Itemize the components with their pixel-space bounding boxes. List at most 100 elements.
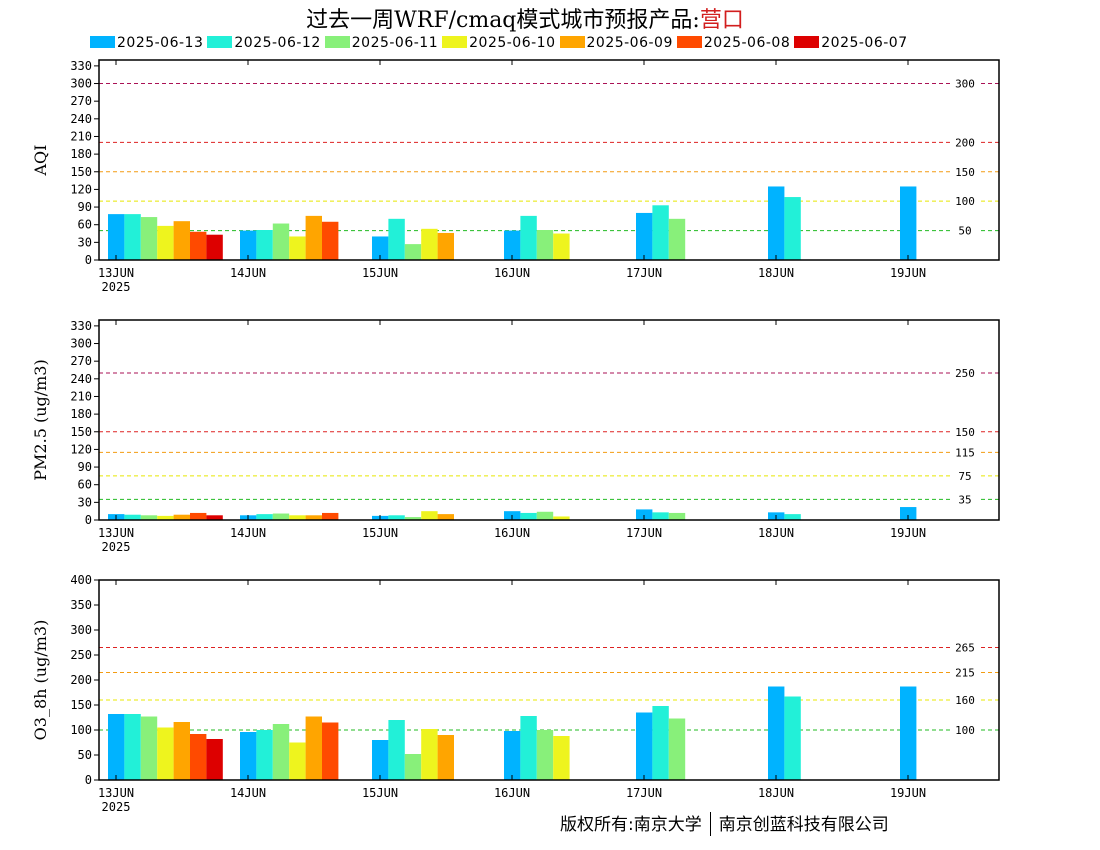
y-tick-label: 270 [70, 354, 92, 368]
y-tick-label: 300 [70, 77, 92, 91]
threshold-label-bg [951, 195, 981, 208]
bar [768, 186, 785, 260]
y-tick-label: 120 [70, 182, 92, 196]
bar [784, 514, 801, 520]
y-tick-label: 120 [70, 442, 92, 456]
legend-swatch [324, 36, 350, 48]
copyright-right: 南京创蓝科技有限公司 [718, 815, 889, 835]
legend-swatch [90, 36, 115, 48]
legend-swatch [559, 36, 585, 48]
bar [272, 513, 290, 520]
bar [768, 686, 785, 780]
legend-label: 2025-06-10 [469, 35, 556, 51]
y-axis-label: O3_8h (ug/m3) [31, 620, 50, 741]
x-tick-label: 19JUN [890, 786, 926, 800]
y-tick-label: 300 [70, 623, 92, 637]
bar [190, 231, 207, 260]
bar [157, 515, 174, 520]
y-tick-label: 210 [70, 389, 92, 403]
bar [256, 514, 273, 520]
bar [140, 217, 158, 260]
y-tick-label: 330 [70, 319, 92, 333]
x-tick-label: 18JUN [758, 266, 794, 280]
threshold-label: 100 [955, 195, 975, 208]
threshold-label: 300 [955, 78, 975, 91]
bar [206, 234, 223, 260]
y-tick-label: 210 [70, 129, 92, 143]
bar [553, 736, 570, 780]
bar [190, 734, 207, 780]
legend-item: 2025-06-11 [324, 35, 439, 51]
x-tick-label: 17JUN [626, 526, 662, 540]
legend-swatch [207, 36, 233, 48]
y-axis-label: PM2.5 (ug/m3) [31, 359, 50, 480]
threshold-label-bg [951, 77, 981, 90]
bar [668, 218, 686, 260]
bar [305, 515, 322, 520]
threshold-label: 250 [955, 367, 975, 380]
legend-label: 2025-06-11 [351, 35, 439, 51]
bar [388, 515, 405, 520]
y-tick-label: 270 [70, 94, 92, 108]
title-text: 过去一周WRF/cmaq模式城市预报产品: [306, 8, 700, 33]
bar [504, 731, 521, 780]
threshold-label-bg [951, 724, 981, 736]
y-tick-label: 200 [70, 673, 92, 687]
bar [372, 740, 389, 780]
legend-label: 2025-06-12 [234, 35, 321, 51]
threshold-label: 75 [958, 470, 971, 483]
x-tick-label: 14JUN [230, 526, 266, 540]
y-tick-label: 30 [78, 495, 92, 509]
bar [520, 716, 537, 780]
threshold-label: 200 [955, 136, 975, 149]
threshold-label-bg [951, 469, 981, 482]
bar [404, 244, 422, 260]
bar [553, 233, 570, 260]
y-tick-label: 50 [78, 748, 92, 762]
bar [536, 511, 554, 520]
y-tick-label: 60 [78, 478, 92, 492]
bar [289, 236, 306, 260]
bar [322, 512, 339, 520]
y-tick-label: 90 [78, 460, 92, 474]
x-year-label: 2025 [102, 800, 131, 814]
bar [668, 512, 686, 520]
y-tick-label: 330 [70, 59, 92, 73]
x-tick-label: 13JUN [98, 786, 134, 800]
x-tick-label: 17JUN [626, 266, 662, 280]
bar [157, 225, 174, 260]
bar [206, 515, 223, 520]
threshold-label: 150 [955, 166, 975, 179]
y-axis-label: AQI [31, 145, 50, 177]
bar [404, 754, 422, 780]
bar [140, 515, 158, 520]
plot-frame [98, 59, 1000, 261]
legend-label: 2025-06-09 [586, 35, 673, 51]
bar [437, 735, 454, 780]
bar [108, 214, 125, 260]
legend-swatch [676, 36, 702, 48]
threshold-label-bg [951, 493, 981, 506]
legend-item: 2025-06-08 [676, 35, 790, 51]
bar [536, 230, 554, 260]
x-tick-label: 15JUN [362, 266, 398, 280]
y-tick-label: 60 [78, 218, 92, 232]
bar [520, 215, 537, 260]
threshold-label-bg [951, 641, 981, 654]
x-tick-label: 18JUN [758, 526, 794, 540]
x-tick-label: 14JUN [230, 266, 266, 280]
bar [784, 696, 801, 780]
y-tick-label: 400 [70, 573, 92, 587]
y-tick-label: 0 [85, 513, 92, 527]
y-tick-label: 350 [70, 598, 92, 612]
threshold-label: 35 [958, 493, 971, 506]
copyright-footer: 版权所有:南京大学 南京创蓝科技有限公司 [560, 810, 889, 836]
y-tick-label: 180 [70, 147, 92, 161]
x-tick-label: 19JUN [890, 266, 926, 280]
x-tick-label: 14JUN [230, 786, 266, 800]
bar [124, 714, 141, 780]
legend-swatch [442, 36, 468, 48]
bar [305, 716, 322, 780]
legend-item: 2025-06-13 [90, 35, 203, 51]
bar [784, 197, 801, 260]
